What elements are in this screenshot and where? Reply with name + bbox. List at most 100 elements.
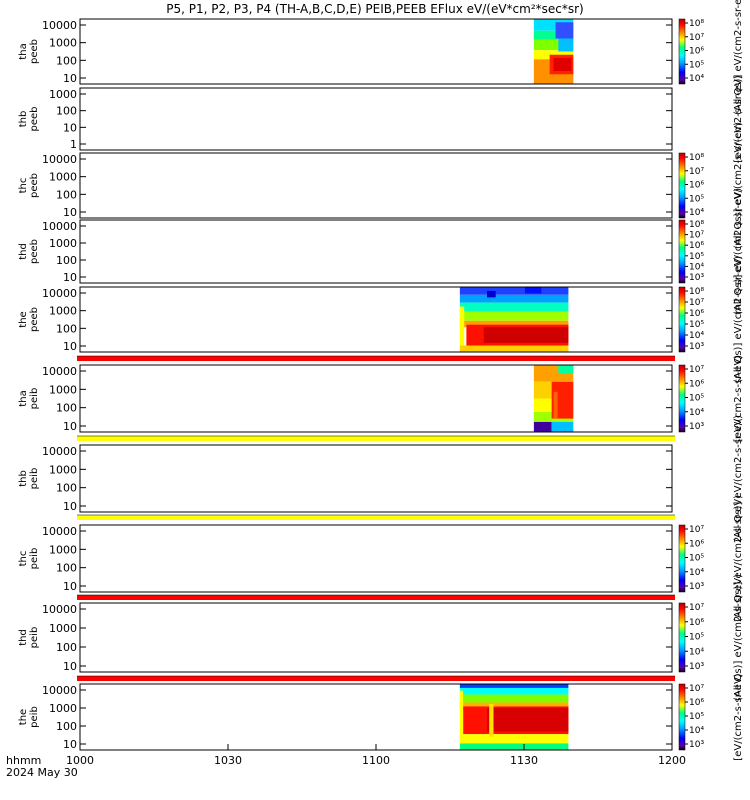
y-tick-label: 1000 bbox=[49, 702, 77, 715]
colorbar-label: [eV/(cm2-s-sr-eV) bbox=[733, 75, 744, 162]
y-tick-label: 10 bbox=[63, 121, 77, 134]
colorbar-label: (All Qs)] eV/(cm2-s-sr-eV) bbox=[733, 0, 744, 115]
colorbar-tick-label: 10⁸ bbox=[689, 153, 704, 163]
panel-ylabel: thepeeb bbox=[18, 307, 40, 332]
panel-ylabel: thcpeib bbox=[18, 548, 40, 570]
panel-ylabel: thbpeeb bbox=[18, 107, 40, 132]
colorbar-tick-label: 10⁵ bbox=[689, 194, 704, 204]
data-block bbox=[459, 684, 569, 750]
y-tick-label: 10000 bbox=[42, 445, 77, 458]
y-tick-label: 1000 bbox=[49, 383, 77, 396]
colorbar-tick-label: 10⁶ bbox=[689, 618, 704, 628]
colorbar-label: (All Qs)] eV/(cm2-s-sr-eV) bbox=[733, 122, 744, 249]
spectrogram-cell bbox=[459, 345, 569, 352]
y-tick-label: 100 bbox=[56, 482, 77, 495]
spectrogram-cell bbox=[459, 320, 569, 328]
y-tick-label: 100 bbox=[56, 402, 77, 415]
panel-ylabel-line: peeb bbox=[29, 39, 40, 64]
y-tick-label: 10 bbox=[63, 580, 77, 593]
panel-ylabel-line: peib bbox=[29, 388, 40, 410]
colorbar-label: (All Qs)] eV/(cm2-s-sr-eV) bbox=[733, 495, 744, 622]
date-label: 2024 May 30 bbox=[6, 766, 78, 779]
y-tick-label: 100 bbox=[56, 562, 77, 575]
y-tick-label: 10000 bbox=[42, 365, 77, 378]
colorbar-tick-label: 10⁷ bbox=[689, 231, 704, 241]
y-tick-label: 1000 bbox=[49, 543, 77, 556]
colorbar-tick-label: 10⁷ bbox=[689, 684, 704, 694]
panel-frame bbox=[79, 219, 673, 284]
panel-ylabel-line: tha bbox=[18, 390, 29, 406]
panel-ylabel-line: the bbox=[18, 709, 29, 725]
y-tick-label: 10000 bbox=[42, 287, 77, 300]
panel-ylabel: thapeeb bbox=[18, 39, 40, 64]
spectrogram-cell bbox=[533, 39, 574, 51]
panel-ylabel: thapeib bbox=[18, 388, 40, 410]
spectrogram-cell bbox=[459, 743, 569, 750]
spectrogram-cell bbox=[524, 287, 542, 294]
panel-frame bbox=[79, 152, 673, 219]
spectrogram-cell bbox=[551, 421, 574, 432]
flag-bar bbox=[77, 595, 675, 600]
x-tick-label: 1200 bbox=[658, 754, 686, 767]
x-corner-label: hhmm bbox=[6, 754, 41, 767]
colorbar-tick-label: 10⁵ bbox=[689, 320, 704, 330]
y-tick-label: 1 bbox=[70, 138, 77, 151]
spectrogram-cell bbox=[558, 365, 574, 374]
spectrogram-cell bbox=[553, 58, 572, 71]
colorbar-tick-label: 10⁵ bbox=[689, 394, 704, 404]
colorbar-tick-label: 10³ bbox=[689, 582, 704, 592]
panel-ylabel-line: peib bbox=[29, 468, 40, 490]
spectrogram-cell bbox=[459, 287, 569, 295]
colorbar-tick-label: 10⁴ bbox=[689, 647, 704, 657]
panel-frame bbox=[79, 18, 673, 85]
panel-ylabel-line: the bbox=[18, 311, 29, 327]
panel-thb_peeb: 1 10 100 1000 thbpeeb [eV/(cm2-s-sr-eV) bbox=[18, 75, 744, 162]
panel-ylabel-line: peib bbox=[29, 627, 40, 649]
colorbar-tick-label: 10⁶ bbox=[689, 309, 704, 319]
spectrogram-cell bbox=[459, 690, 464, 744]
panel-ylabel: thbpeib bbox=[18, 468, 40, 490]
flag-bar bbox=[77, 356, 675, 361]
colorbar-tick-label: 10³ bbox=[689, 273, 704, 283]
flag-bar bbox=[77, 676, 675, 681]
y-tick-label: 10000 bbox=[42, 19, 77, 32]
spectrogram-cell bbox=[533, 19, 574, 31]
colorbar-tick-label: 10³ bbox=[689, 342, 704, 352]
colorbar-tick-label: 10³ bbox=[689, 662, 704, 672]
spectrogram-cell bbox=[459, 694, 569, 703]
colorbar-tick-label: 10⁴ bbox=[689, 408, 704, 418]
y-tick-label: 10 bbox=[63, 420, 77, 433]
panel-frame bbox=[79, 602, 673, 673]
colorbar-label: [eV/(cm2-s-sr-eV) bbox=[733, 355, 744, 442]
colorbar-tick-label: 10⁸ bbox=[689, 287, 704, 297]
x-tick-label: 1000 bbox=[66, 754, 94, 767]
colorbar-tick-label: 10⁴ bbox=[689, 74, 704, 84]
colorbar-label: [eV/(cm2-s-sr-eV) bbox=[733, 673, 744, 760]
y-tick-label: 1000 bbox=[49, 237, 77, 250]
colorbar-tick-label: 10⁵ bbox=[689, 554, 704, 564]
colorbar-tick-label: 10⁴ bbox=[689, 726, 704, 736]
spectrogram-cell bbox=[459, 306, 465, 346]
colorbar bbox=[678, 219, 686, 284]
y-tick-label: 10000 bbox=[42, 220, 77, 233]
panel-thd_peeb: 10100100010000thdpeeb10³10⁴10⁵10⁶10⁷10⁸(… bbox=[18, 188, 744, 315]
y-tick-label: 1000 bbox=[49, 463, 77, 476]
y-tick-label: 10000 bbox=[42, 603, 77, 616]
panel-ylabel-line: thd bbox=[18, 629, 29, 646]
colorbar-tick-label: 10⁵ bbox=[689, 60, 704, 70]
panel-ylabel-line: peeb bbox=[29, 107, 40, 132]
spectrogram-cell bbox=[459, 702, 569, 711]
panel-ylabel: thdpeeb bbox=[18, 239, 40, 264]
colorbar-tick-label: 10⁶ bbox=[689, 539, 704, 549]
spectrogram-cell bbox=[533, 30, 574, 40]
panel-ylabel-line: thc bbox=[18, 551, 29, 567]
spectrogram-cell bbox=[459, 684, 569, 688]
y-tick-label: 100 bbox=[56, 720, 77, 733]
